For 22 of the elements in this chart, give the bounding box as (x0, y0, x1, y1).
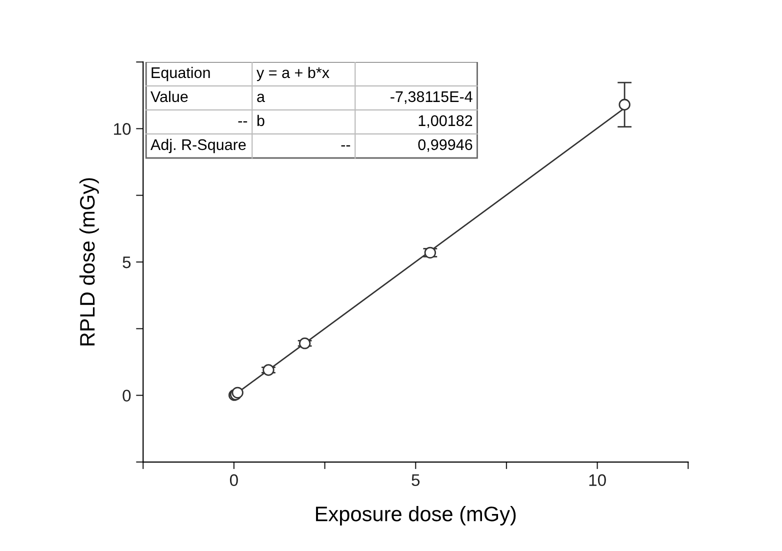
annotation: 0,99946 (418, 139, 472, 152)
point (618, 98, 630, 110)
annotation: Value (150, 90, 188, 102)
annotation: Adj. R-Square (150, 138, 246, 154)
annotation: a (257, 94, 265, 102)
annotation: Equation (152, 66, 210, 82)
y-axis-title: RPLD dose (mGy) (79, 178, 99, 346)
annotation: -7,38115E-4 (390, 91, 472, 104)
y-tick-label: 0 (122, 390, 131, 402)
point (298, 337, 311, 350)
y-tick-label: 5 (122, 256, 131, 268)
annotation: -- (341, 145, 350, 146)
annotation: 1,00182 (418, 115, 472, 128)
x-tick-label: 10 (589, 474, 606, 486)
annotation: b (257, 114, 264, 126)
point (262, 364, 274, 376)
x-tick-label: 5 (412, 474, 420, 486)
annotation: y = a + b*x (256, 66, 330, 82)
annotation: -- (238, 121, 248, 122)
x-axis-title: Exposure dose (mGy) (316, 506, 516, 526)
x-tick-label: 0 (230, 474, 238, 486)
y-tick-label: 10 (114, 123, 131, 135)
